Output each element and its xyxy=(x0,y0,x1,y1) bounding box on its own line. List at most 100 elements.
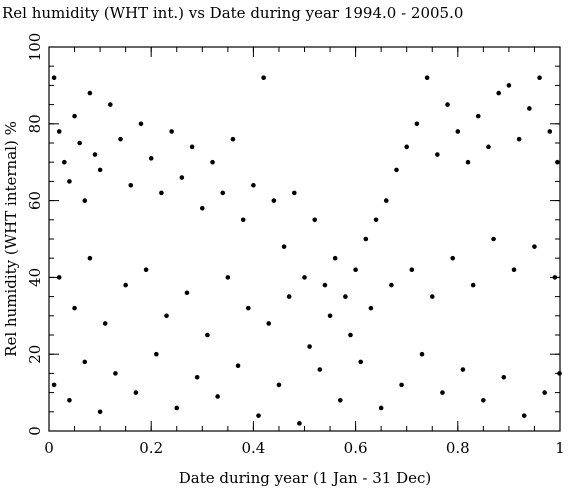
data-point xyxy=(235,363,241,369)
data-point xyxy=(450,255,455,261)
data-point xyxy=(486,144,491,150)
data-point xyxy=(491,236,496,242)
data-point xyxy=(368,305,374,311)
data-point xyxy=(138,121,144,127)
data-point xyxy=(394,167,399,173)
data-point xyxy=(337,397,343,403)
data-point xyxy=(87,90,93,96)
data-point xyxy=(435,152,440,157)
data-point xyxy=(220,190,226,196)
data-point xyxy=(108,102,113,107)
data-point xyxy=(547,129,553,134)
y-tick-label: 40 xyxy=(26,268,44,287)
data-point xyxy=(521,413,527,418)
x-tick-label: 1 xyxy=(555,439,565,457)
data-point xyxy=(322,282,328,288)
y-tick-labels: 0 20 40 60 80 100 xyxy=(26,33,44,436)
data-point xyxy=(261,75,266,81)
data-point xyxy=(164,313,169,319)
data-point xyxy=(62,159,67,165)
data-point xyxy=(271,198,277,203)
data-point xyxy=(389,282,394,288)
x-tick-label: 0.2 xyxy=(139,439,163,457)
data-point xyxy=(409,267,415,273)
data-point xyxy=(414,121,420,127)
data-point xyxy=(72,113,77,119)
data-point xyxy=(440,390,445,395)
data-point xyxy=(97,167,103,173)
data-point xyxy=(82,198,88,203)
data-point xyxy=(245,305,251,311)
data-point xyxy=(51,382,57,388)
data-point xyxy=(470,282,476,288)
data-point xyxy=(419,351,425,357)
data-point xyxy=(516,136,522,142)
data-point xyxy=(67,397,72,403)
data-point xyxy=(312,217,318,223)
data-point xyxy=(189,144,195,150)
data-point xyxy=(302,275,307,280)
data-point xyxy=(378,405,384,411)
data-point xyxy=(506,83,512,88)
y-tick-label: 20 xyxy=(26,345,44,364)
data-point xyxy=(532,244,537,249)
data-point xyxy=(92,152,98,157)
data-point xyxy=(210,159,215,165)
data-point xyxy=(537,75,542,81)
data-point xyxy=(276,382,282,388)
data-point xyxy=(77,140,82,146)
data-point xyxy=(215,394,220,399)
data-point xyxy=(51,75,57,81)
data-point xyxy=(327,313,333,319)
axis-ticks xyxy=(48,46,561,432)
y-tick-label: 0 xyxy=(26,426,44,436)
data-point xyxy=(496,90,501,96)
y-tick-label: 60 xyxy=(26,191,44,210)
data-point xyxy=(429,294,435,299)
data-point xyxy=(67,179,72,184)
data-point xyxy=(286,294,292,299)
data-point xyxy=(194,374,200,380)
data-points xyxy=(51,75,562,426)
y-tick-label: 100 xyxy=(26,33,44,62)
data-point xyxy=(383,198,389,203)
data-point xyxy=(97,409,103,415)
x-tick-label: 0.8 xyxy=(446,439,470,457)
data-point xyxy=(251,182,256,188)
data-point xyxy=(102,321,108,326)
data-point xyxy=(343,294,348,299)
data-point xyxy=(399,382,404,388)
data-point xyxy=(200,205,205,211)
data-point xyxy=(307,344,312,349)
data-point xyxy=(317,367,323,372)
data-point xyxy=(557,371,562,376)
data-point xyxy=(358,359,364,365)
data-point xyxy=(404,144,410,150)
data-point xyxy=(297,421,302,426)
data-point xyxy=(56,275,62,280)
data-point xyxy=(348,332,353,338)
data-point xyxy=(123,282,128,288)
data-point xyxy=(373,217,379,223)
data-point xyxy=(225,275,231,280)
data-point xyxy=(148,156,154,161)
data-point xyxy=(128,182,134,188)
data-point xyxy=(133,390,139,395)
chart-title: Rel humidity (WHT int.) vs Date during y… xyxy=(2,4,463,22)
x-axis-label: Date during year (1 Jan - 31 Dec) xyxy=(179,469,432,487)
y-tick-label: 80 xyxy=(26,114,44,133)
data-point xyxy=(555,159,560,165)
data-point xyxy=(266,321,272,326)
data-point xyxy=(87,255,93,261)
data-point xyxy=(475,113,481,119)
data-point xyxy=(240,217,246,223)
data-point xyxy=(159,190,164,196)
data-point xyxy=(511,267,517,273)
x-tick-labels: 0 0.2 0.4 0.6 0.8 1 xyxy=(44,439,565,457)
data-point xyxy=(363,236,369,242)
x-tick-label: 0 xyxy=(44,439,54,457)
data-point xyxy=(291,190,297,196)
data-point xyxy=(169,129,174,134)
data-point xyxy=(455,129,461,134)
